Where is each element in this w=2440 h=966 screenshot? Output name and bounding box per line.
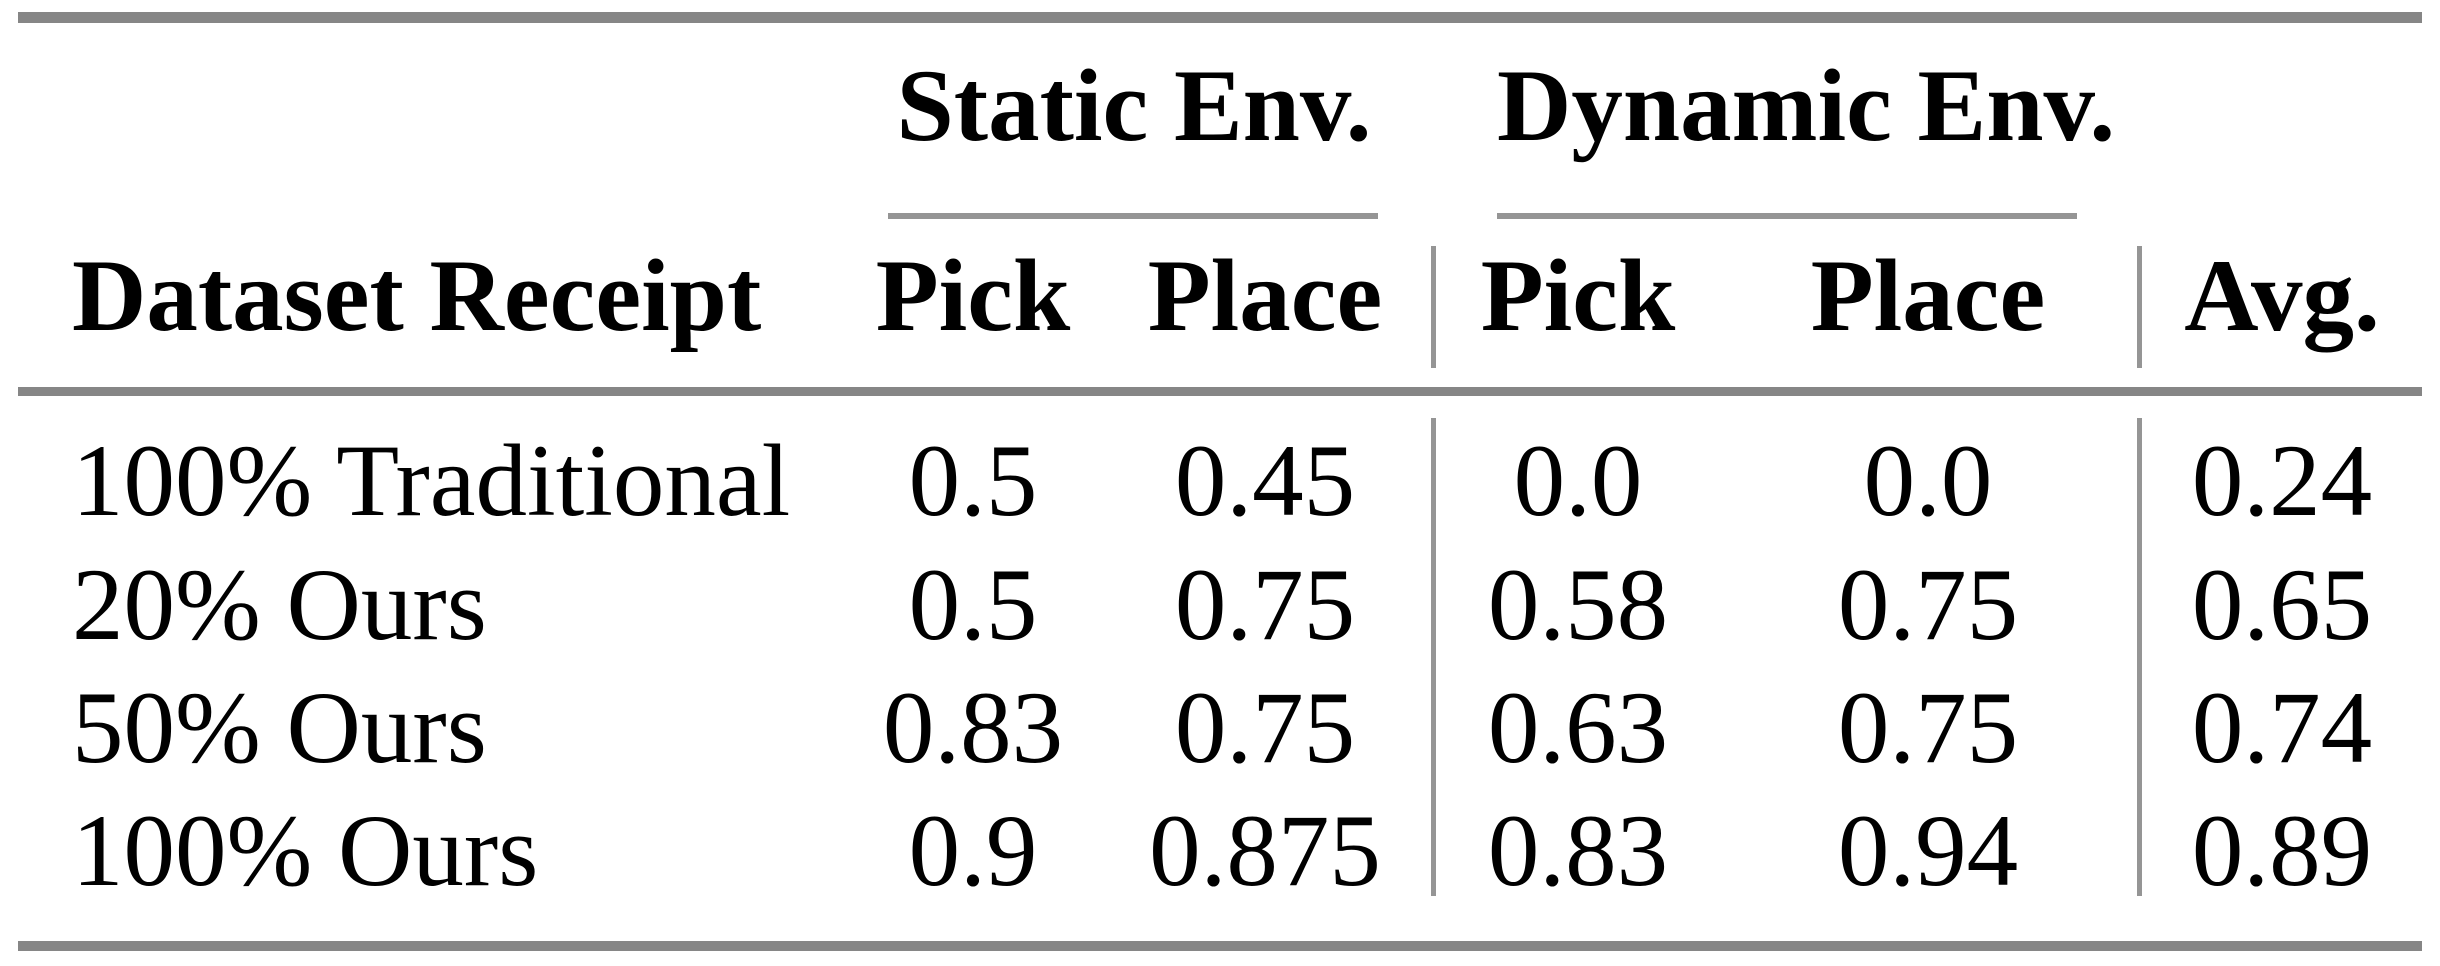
cell-dynamic-place: 0.75 xyxy=(1837,548,2019,662)
cell-dynamic-place: 0.94 xyxy=(1837,794,2019,908)
vertical-divider-static-dynamic-header xyxy=(1431,246,1436,368)
table-row: 50% Ours 0.83 0.75 0.63 0.75 0.74 xyxy=(0,672,2440,784)
row-label: 50% Ours xyxy=(72,671,487,785)
cell-dynamic-pick: 0.83 xyxy=(1487,794,1669,908)
table-row: 20% Ours 0.5 0.75 0.58 0.75 0.65 xyxy=(0,549,2440,661)
column-header-static-pick: Pick xyxy=(875,239,1071,353)
column-header-dynamic-place: Place xyxy=(1810,239,2046,353)
cell-dynamic-pick: 0.58 xyxy=(1487,548,1669,662)
cell-static-place: 0.875 xyxy=(1149,794,1381,908)
top-rule xyxy=(18,12,2422,23)
static-env-underline xyxy=(888,213,1378,219)
cell-dynamic-pick: 0.0 xyxy=(1513,424,1643,538)
group-header-static-env: Static Env. xyxy=(896,49,1372,163)
row-label: 20% Ours xyxy=(72,548,487,662)
bottom-rule xyxy=(18,941,2422,951)
cell-static-place: 0.75 xyxy=(1174,671,1356,785)
cell-avg: 0.89 xyxy=(2191,794,2373,908)
cell-dynamic-place: 0.75 xyxy=(1837,671,2019,785)
column-header-static-place: Place xyxy=(1147,239,1383,353)
vertical-divider-avg-body xyxy=(2137,418,2142,896)
column-header-dynamic-pick: Pick xyxy=(1480,239,1676,353)
dynamic-env-underline xyxy=(1497,213,2077,219)
cell-avg: 0.24 xyxy=(2191,424,2373,538)
cell-dynamic-place: 0.0 xyxy=(1863,424,1993,538)
column-header-dataset-receipt: Dataset Receipt xyxy=(72,239,762,353)
cell-avg: 0.65 xyxy=(2191,548,2373,662)
cell-static-pick: 0.5 xyxy=(908,424,1038,538)
column-header-avg: Avg. xyxy=(2184,239,2380,353)
vertical-divider-static-dynamic-body xyxy=(1431,418,1436,896)
cell-static-pick: 0.9 xyxy=(908,794,1038,908)
cell-avg: 0.74 xyxy=(2191,671,2373,785)
group-header-row: Static Env. Dynamic Env. xyxy=(0,50,2440,162)
cell-static-pick: 0.83 xyxy=(882,671,1064,785)
vertical-divider-avg-header xyxy=(2137,246,2142,368)
table-row: 100% Traditional 0.5 0.45 0.0 0.0 0.24 xyxy=(0,425,2440,537)
cell-dynamic-pick: 0.63 xyxy=(1487,671,1669,785)
header-rule xyxy=(18,387,2422,396)
group-header-dynamic-env: Dynamic Env. xyxy=(1497,49,2116,163)
row-label: 100% Ours xyxy=(72,794,539,908)
row-label: 100% Traditional xyxy=(72,424,791,538)
column-header-row: Dataset Receipt Pick Place Pick Place Av… xyxy=(0,240,2440,352)
cell-static-place: 0.45 xyxy=(1174,424,1356,538)
cell-static-pick: 0.5 xyxy=(908,548,1038,662)
cell-static-place: 0.75 xyxy=(1174,548,1356,662)
table-row: 100% Ours 0.9 0.875 0.83 0.94 0.89 xyxy=(0,795,2440,907)
